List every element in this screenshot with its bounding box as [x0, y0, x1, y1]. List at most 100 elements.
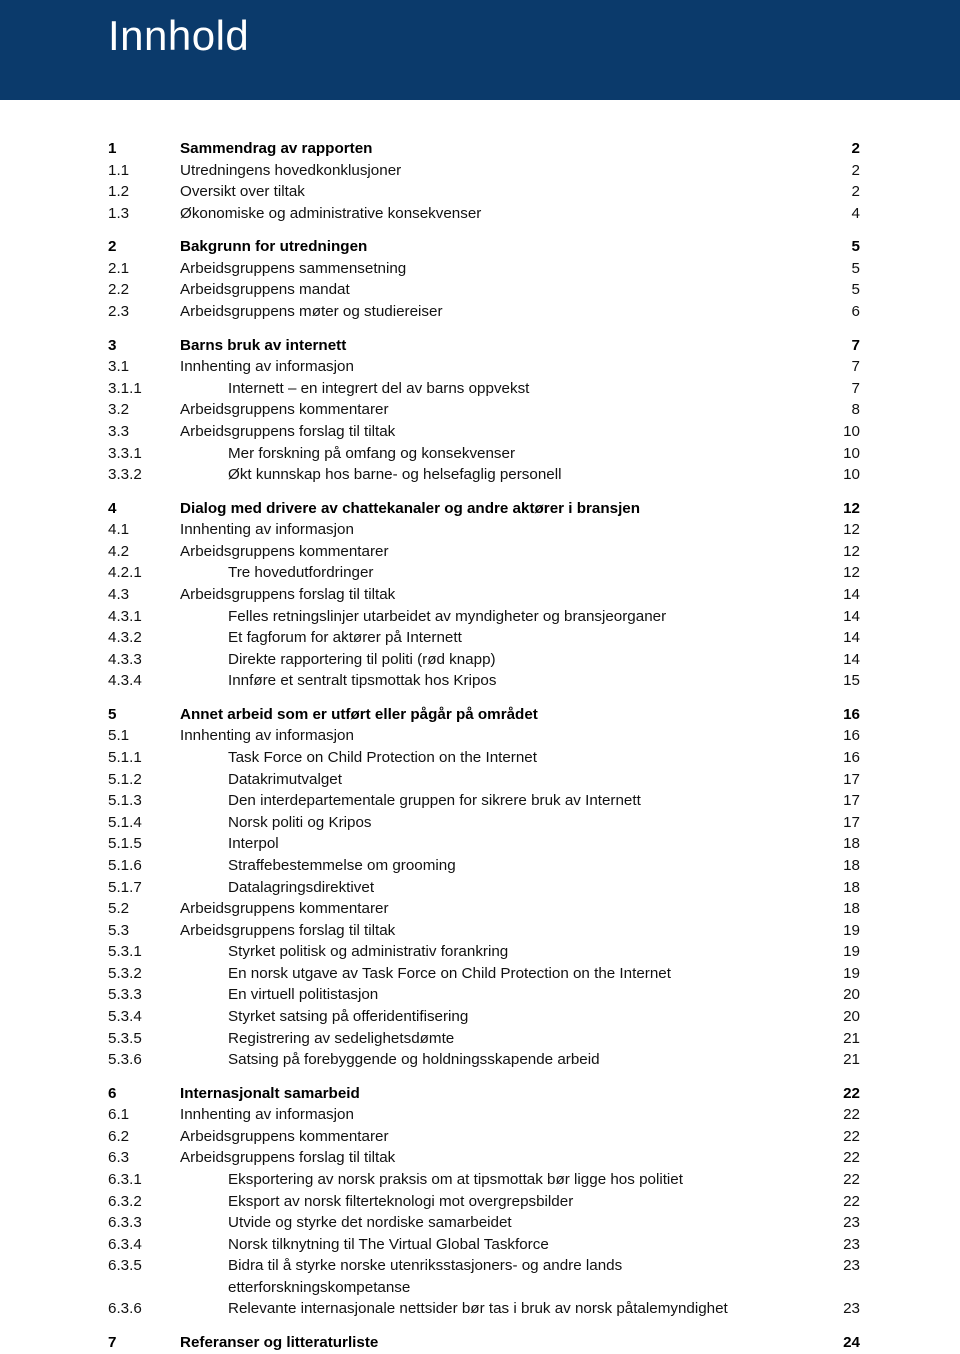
- toc-row: 1Sammendrag av rapporten2: [108, 138, 860, 160]
- toc-number: 3.3.2: [108, 464, 180, 486]
- toc-row: 5.3.2En norsk utgave av Task Force on Ch…: [108, 963, 860, 985]
- toc-page: 18: [820, 898, 860, 920]
- toc-page: 16: [820, 747, 860, 769]
- toc-label: Interpol: [180, 833, 820, 855]
- toc-label: Relevante internasjonale nettsider bør t…: [180, 1298, 820, 1320]
- toc-row: 1.3Økonomiske og administrative konsekve…: [108, 203, 860, 225]
- toc-page: 22: [820, 1169, 860, 1191]
- toc-page: 7: [820, 356, 860, 378]
- toc-label: Arbeidsgruppens forslag til tiltak: [180, 1147, 820, 1169]
- toc-page: 10: [820, 443, 860, 465]
- toc-row: 5.3.5Registrering av sedelighetsdømte21: [108, 1028, 860, 1050]
- toc-number: 7: [108, 1332, 180, 1354]
- toc-number: 5.1.4: [108, 812, 180, 834]
- toc-number: 5.2: [108, 898, 180, 920]
- toc-number: 5.3.5: [108, 1028, 180, 1050]
- toc-page: 20: [820, 1006, 860, 1028]
- toc-page: 8: [820, 399, 860, 421]
- toc-number: 3.3.1: [108, 443, 180, 465]
- toc-number: 4.2: [108, 541, 180, 563]
- toc-number: 4.1: [108, 519, 180, 541]
- toc-label: Bidra til å styrke norske utenriksstasjo…: [180, 1255, 820, 1298]
- toc-page: 23: [820, 1255, 860, 1277]
- toc-row: 5Annet arbeid som er utført eller pågår …: [108, 704, 860, 726]
- toc-page: 10: [820, 464, 860, 486]
- toc-label: Bakgrunn for utredningen: [180, 236, 820, 258]
- toc-page: 16: [820, 725, 860, 747]
- toc-row: 6.1Innhenting av informasjon22: [108, 1104, 860, 1126]
- toc-label: Felles retningslinjer utarbeidet av mynd…: [180, 606, 820, 628]
- toc-number: 5.3.4: [108, 1006, 180, 1028]
- toc-row: 5.3.4Styrket satsing på offeridentifiser…: [108, 1006, 860, 1028]
- toc-number: 5.1.7: [108, 877, 180, 899]
- toc-page: 22: [820, 1126, 860, 1148]
- toc-label: Arbeidsgruppens forslag til tiltak: [180, 920, 820, 942]
- toc-page: 20: [820, 984, 860, 1006]
- page-title: Innhold: [0, 0, 960, 60]
- toc-page: 12: [820, 562, 860, 584]
- toc-label: Økonomiske og administrative konsekvense…: [180, 203, 820, 225]
- toc-row: 5.3.6Satsing på forebyggende og holdning…: [108, 1049, 860, 1071]
- toc-label: Arbeidsgruppens forslag til tiltak: [180, 584, 820, 606]
- toc-label: Arbeidsgruppens kommentarer: [180, 1126, 820, 1148]
- toc-page: 4: [820, 203, 860, 225]
- toc-number: 6.2: [108, 1126, 180, 1148]
- toc-label: Datakrimutvalget: [180, 769, 820, 791]
- toc-row: 4.3.4Innføre et sentralt tipsmottak hos …: [108, 670, 860, 692]
- toc-row: 2.2Arbeidsgruppens mandat5: [108, 279, 860, 301]
- toc-number: 4.2.1: [108, 562, 180, 584]
- toc-label: Satsing på forebyggende og holdningsskap…: [180, 1049, 820, 1071]
- toc-label: Barns bruk av internett: [180, 335, 820, 357]
- toc-label: Internett – en integrert del av barns op…: [180, 378, 820, 400]
- toc-row: 5.1.6Straffebestemmelse om grooming18: [108, 855, 860, 877]
- toc-row: 5.1.5Interpol18: [108, 833, 860, 855]
- toc-label: Arbeidsgruppens sammensetning: [180, 258, 820, 280]
- toc-label: Styrket politisk og administrativ forank…: [180, 941, 820, 963]
- toc-page: 19: [820, 963, 860, 985]
- toc-label: Arbeidsgruppens kommentarer: [180, 399, 820, 421]
- toc-row: 6.3.4Norsk tilknytning til The Virtual G…: [108, 1234, 860, 1256]
- toc-row: 2.1Arbeidsgruppens sammensetning5: [108, 258, 860, 280]
- toc-row: 5.1.4Norsk politi og Kripos17: [108, 812, 860, 834]
- toc-page: 23: [820, 1234, 860, 1256]
- toc-section: 5Annet arbeid som er utført eller pågår …: [108, 704, 860, 1071]
- toc-page: 18: [820, 877, 860, 899]
- toc-row: 5.1.1Task Force on Child Protection on t…: [108, 747, 860, 769]
- toc-label: Dialog med drivere av chattekanaler og a…: [180, 498, 820, 520]
- toc-row: 6Internasjonalt samarbeid22: [108, 1083, 860, 1105]
- toc-section: 1Sammendrag av rapporten21.1Utredningens…: [108, 138, 860, 224]
- toc-row: 4.3.1Felles retningslinjer utarbeidet av…: [108, 606, 860, 628]
- toc-row: 3.2Arbeidsgruppens kommentarer8: [108, 399, 860, 421]
- toc-page: 23: [820, 1212, 860, 1234]
- toc-section: 4Dialog med drivere av chattekanaler og …: [108, 498, 860, 692]
- toc-page: 2: [820, 138, 860, 160]
- toc-number: 5: [108, 704, 180, 726]
- toc-container: 1Sammendrag av rapporten21.1Utredningens…: [0, 100, 960, 1354]
- toc-number: 5.1.6: [108, 855, 180, 877]
- toc-row: 5.1.3Den interdepartementale gruppen for…: [108, 790, 860, 812]
- toc-number: 5.3.6: [108, 1049, 180, 1071]
- toc-number: 4.3: [108, 584, 180, 606]
- toc-number: 4.3.1: [108, 606, 180, 628]
- toc-row: 5.1Innhenting av informasjon16: [108, 725, 860, 747]
- toc-page: 16: [820, 704, 860, 726]
- toc-number: 6: [108, 1083, 180, 1105]
- toc-label: Sammendrag av rapporten: [180, 138, 820, 160]
- toc-number: 1.1: [108, 160, 180, 182]
- toc-number: 3.1: [108, 356, 180, 378]
- toc-label: Norsk politi og Kripos: [180, 812, 820, 834]
- toc-row: 3.1.1Internett – en integrert del av bar…: [108, 378, 860, 400]
- toc-page: 22: [820, 1083, 860, 1105]
- toc-row: 5.3.1Styrket politisk og administrativ f…: [108, 941, 860, 963]
- toc-label: Referanser og litteraturliste: [180, 1332, 820, 1354]
- toc-number: 1: [108, 138, 180, 160]
- toc-label: Arbeidsgruppens møter og studiereiser: [180, 301, 820, 323]
- toc-page: 24: [820, 1332, 860, 1354]
- toc-page: 21: [820, 1049, 860, 1071]
- toc-number: 6.3.3: [108, 1212, 180, 1234]
- toc-number: 3: [108, 335, 180, 357]
- toc-number: 2.2: [108, 279, 180, 301]
- toc-row: 5.3.3En virtuell politistasjon20: [108, 984, 860, 1006]
- toc-label: Den interdepartementale gruppen for sikr…: [180, 790, 820, 812]
- toc-label: Eksportering av norsk praksis om at tips…: [180, 1169, 820, 1191]
